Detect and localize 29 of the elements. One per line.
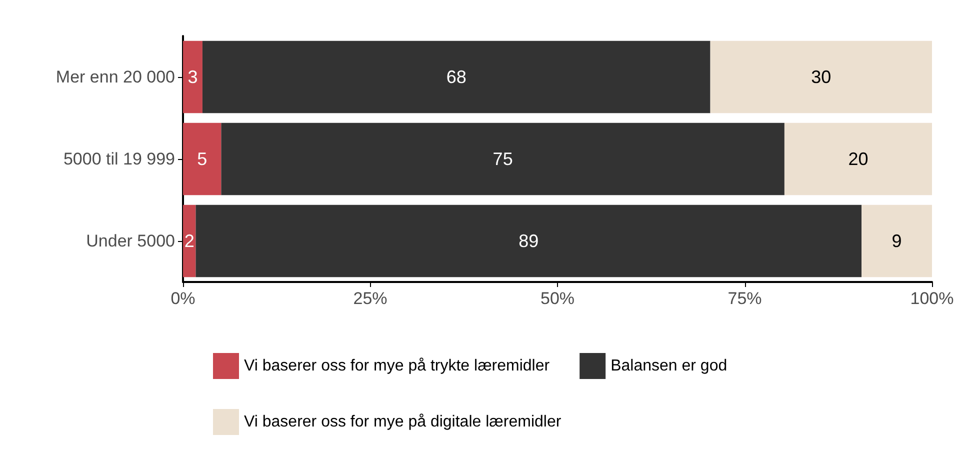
bar [183,40,202,114]
x-tick-label: 100% [910,289,954,308]
bar [196,204,862,278]
data-label: 20 [848,149,868,169]
data-label: 75 [492,149,513,169]
legend-label: Vi baserer oss for mye på trykte læremidler [244,358,550,374]
bar [183,122,222,196]
data-label: 89 [518,231,539,251]
data-label: 68 [446,67,466,87]
bar [202,40,710,114]
y-tick-label: Mer enn 20 000 [56,68,175,86]
y-tick-label: Under 5000 [86,232,175,250]
bar [710,40,932,114]
y-tick-label: 5000 til 19 999 [63,150,175,168]
x-tick-label: 50% [540,289,575,308]
data-label: 9 [892,231,902,251]
data-label: 2 [184,231,194,251]
x-tick-label: 75% [728,289,762,308]
x-tick-label: 0% [170,289,196,308]
legend-label: Vi baserer oss for mye på digitale læremidler [244,414,562,430]
bar [221,122,784,196]
data-label: 3 [188,67,198,87]
bar [183,204,196,278]
legend-label: Balansen er god [610,358,728,374]
bar [862,204,932,278]
bar [784,122,932,196]
x-tick-label: 25% [353,289,388,308]
data-label: 30 [811,67,832,87]
data-label: 5 [197,149,208,169]
